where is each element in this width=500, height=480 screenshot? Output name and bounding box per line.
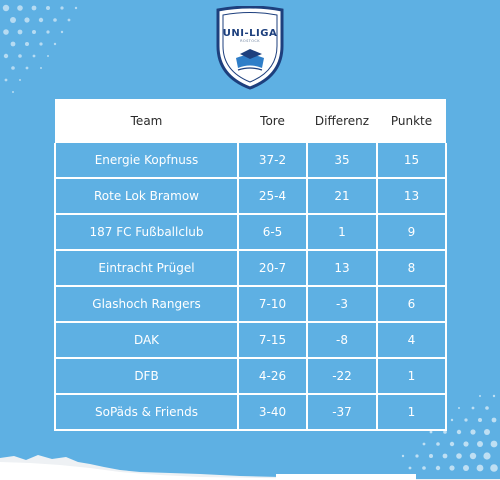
logo-subtitle: ROSTOCK: [240, 39, 260, 43]
team-cell: Rote Lok Bramow: [54, 177, 239, 215]
punkte-cell: 1: [376, 393, 447, 431]
tore-cell: 7-15: [237, 321, 308, 359]
differenz-cell: -3: [306, 285, 378, 323]
tore-cell: 37-2: [237, 143, 308, 179]
differenz-cell: 35: [306, 143, 378, 179]
standings-table: Team Tore Differenz Punkte Energie Kopfn…: [54, 99, 447, 431]
team-cell: 187 FC Fußballclub: [54, 213, 239, 251]
differenz-cell: -37: [306, 393, 378, 431]
differenz-cell: 13: [306, 249, 378, 287]
dot-pattern-top-left: [2, 4, 78, 93]
team-cell: DAK: [54, 321, 239, 359]
differenz-cell: -8: [306, 321, 378, 359]
differenz-cell: 21: [306, 177, 378, 215]
tore-cell: 3-40: [237, 393, 308, 431]
team-cell: Energie Kopfnuss: [54, 143, 239, 179]
standings-table-container: Team Tore Differenz Punkte Energie Kopfn…: [54, 99, 447, 431]
column-header-tore: Tore: [238, 99, 307, 143]
team-cell: SoPäds & Friends: [54, 393, 239, 431]
column-header-punkte: Punkte: [377, 99, 446, 143]
header-row: Team Tore Differenz Punkte: [55, 99, 446, 143]
tore-cell: 25-4: [237, 177, 308, 215]
table-body: Energie Kopfnuss 37-2 35 15 Rote Lok Bra…: [54, 143, 447, 431]
table-row: SoPäds & Friends 3-40 -37 1: [54, 393, 447, 431]
table-row: Rote Lok Bramow 25-4 21 13: [54, 177, 447, 215]
differenz-cell: 1: [306, 213, 378, 251]
table-row: Energie Kopfnuss 37-2 35 15: [54, 143, 447, 179]
uni-liga-logo: UNI-LIGA ROSTOCK: [212, 5, 288, 90]
team-cell: Eintracht Prügel: [54, 249, 239, 287]
table-header: Team Tore Differenz Punkte: [55, 99, 446, 143]
team-cell: DFB: [54, 357, 239, 395]
column-header-differenz: Differenz: [307, 99, 377, 143]
table-row: Eintracht Prügel 20-7 13 8: [54, 249, 447, 287]
table-row: DAK 7-15 -8 4: [54, 321, 447, 359]
tore-cell: 20-7: [237, 249, 308, 287]
differenz-cell: -22: [306, 357, 378, 395]
punkte-cell: 15: [376, 143, 447, 179]
column-header-team: Team: [55, 99, 238, 143]
tore-cell: 6-5: [237, 213, 308, 251]
punkte-cell: 13: [376, 177, 447, 215]
table-row: 187 FC Fußballclub 6-5 1 9: [54, 213, 447, 251]
tore-cell: 4-26: [237, 357, 308, 395]
team-cell: Glashoch Rangers: [54, 285, 239, 323]
punkte-cell: 8: [376, 249, 447, 287]
shield-icon: [216, 5, 284, 90]
punkte-cell: 1: [376, 357, 447, 395]
logo-title: UNI-LIGA: [222, 28, 278, 39]
tore-cell: 7-10: [237, 285, 308, 323]
table-row: Glashoch Rangers 7-10 -3 6: [54, 285, 447, 323]
table-row: DFB 4-26 -22 1: [54, 357, 447, 395]
torn-paper-edge: [0, 455, 500, 480]
punkte-cell: 9: [376, 213, 447, 251]
book-icon: [236, 49, 264, 71]
punkte-cell: 6: [376, 285, 447, 323]
punkte-cell: 4: [376, 321, 447, 359]
